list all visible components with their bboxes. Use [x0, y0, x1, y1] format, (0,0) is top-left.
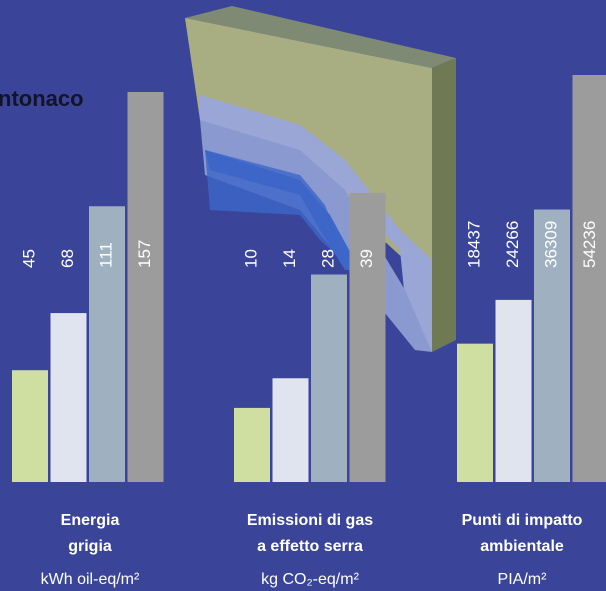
bar	[534, 209, 570, 483]
chart-title: Emissioni di gas	[247, 512, 373, 529]
chart-title: a effetto serra	[257, 538, 363, 555]
bar	[127, 92, 164, 482]
chart-title: ambientale	[480, 538, 564, 555]
unit-label: kWh oil-eq/m²	[41, 571, 140, 588]
heading: ntonaco	[0, 86, 84, 111]
bar	[234, 407, 270, 482]
value-label: 18437	[464, 221, 483, 268]
bar	[349, 193, 386, 482]
value-label: 10	[241, 249, 260, 268]
value-label: 111	[96, 242, 115, 268]
chart-title: Energia	[61, 512, 120, 529]
unit-label: PIA/m²	[498, 571, 548, 588]
bar	[50, 313, 87, 482]
value-label: 45	[19, 249, 38, 268]
chart-title: Punti di impatto	[462, 512, 583, 529]
value-label: 157	[135, 240, 154, 268]
bar	[89, 206, 125, 482]
value-label: 39	[357, 249, 376, 268]
unit-label: kg CO₂-eq/m²	[261, 571, 359, 588]
value-label: 14	[280, 249, 299, 268]
bar	[12, 370, 48, 482]
bar	[572, 75, 606, 482]
value-label: 24266	[503, 221, 522, 268]
bar	[457, 343, 493, 482]
bar	[272, 378, 309, 482]
bar	[311, 274, 347, 482]
chart-title: grigia	[68, 538, 112, 555]
value-label: 28	[318, 249, 337, 268]
value-label: 54236	[580, 221, 599, 268]
value-label: 68	[58, 249, 77, 268]
bar	[495, 299, 532, 482]
value-label: 36309	[541, 221, 560, 268]
